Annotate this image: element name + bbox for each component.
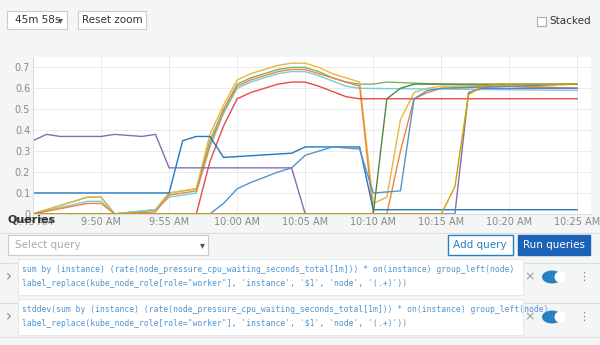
FancyBboxPatch shape (18, 259, 523, 295)
Text: 45m 58s: 45m 58s (15, 15, 61, 25)
Text: Reset zoom: Reset zoom (82, 15, 142, 25)
Ellipse shape (542, 310, 562, 324)
Ellipse shape (542, 270, 562, 284)
Text: ›: › (6, 269, 12, 285)
Bar (537, 17, 546, 26)
Text: Run queries: Run queries (523, 240, 585, 250)
Text: stddev(sum by (instance) (rate(node_pressure_cpu_waiting_seconds_total[1m])) * o: stddev(sum by (instance) (rate(node_pres… (22, 306, 548, 315)
Text: Add query: Add query (453, 240, 507, 250)
Text: Stacked: Stacked (549, 16, 590, 26)
Text: ⋮: ⋮ (578, 312, 590, 322)
Text: ▾: ▾ (58, 15, 63, 25)
FancyBboxPatch shape (448, 235, 513, 255)
FancyBboxPatch shape (518, 235, 590, 255)
Circle shape (554, 272, 566, 283)
Circle shape (554, 312, 566, 323)
FancyBboxPatch shape (7, 11, 67, 29)
Text: Select query: Select query (15, 240, 80, 250)
Text: Queries: Queries (8, 215, 56, 225)
Text: sum by (instance) (rate(node_pressure_cpu_waiting_seconds_total[1m])) * on(insta: sum by (instance) (rate(node_pressure_cp… (22, 266, 514, 275)
Text: ›: › (6, 309, 12, 325)
Text: label_replace(kube_node_role[role="worker"], 'instance', '$1', 'node', '(.+)')): label_replace(kube_node_role[role="worke… (22, 279, 407, 288)
Text: ▾: ▾ (200, 240, 205, 250)
Text: ×: × (525, 270, 535, 284)
FancyBboxPatch shape (8, 235, 208, 255)
FancyBboxPatch shape (18, 299, 523, 335)
FancyBboxPatch shape (78, 11, 146, 29)
Text: ×: × (525, 310, 535, 324)
Text: ⋮: ⋮ (578, 272, 590, 282)
Text: label_replace(kube_node_role[role="worker"], 'instance', '$1', 'node', '(.+)')): label_replace(kube_node_role[role="worke… (22, 319, 407, 328)
